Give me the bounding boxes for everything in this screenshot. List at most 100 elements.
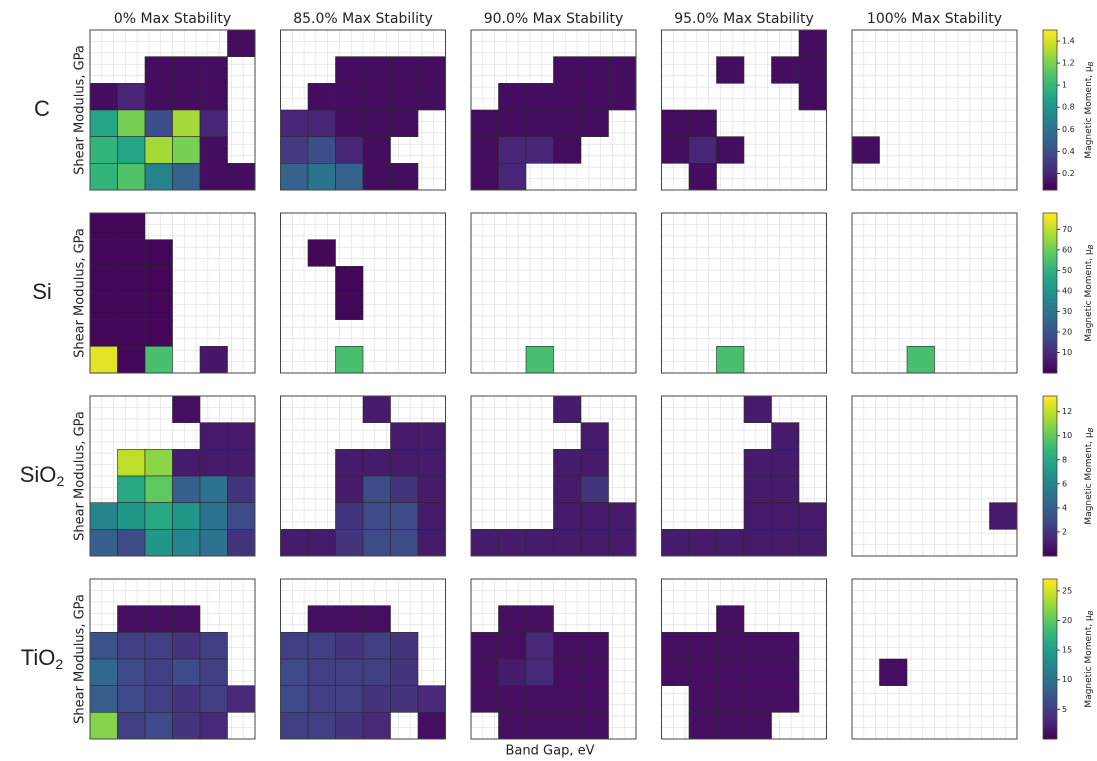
- colorbar-gradient: [1043, 416, 1057, 419]
- row-label: TiO2: [21, 645, 64, 672]
- colorbar-tick-label: 20: [1062, 616, 1072, 625]
- cell: [117, 712, 146, 740]
- cell: [498, 712, 527, 740]
- colorbar-gradient: [1043, 647, 1057, 650]
- colorbar-gradient: [1043, 631, 1057, 634]
- panel-frame: [851, 29, 1018, 191]
- cell: [199, 529, 228, 557]
- panel-frame: [661, 212, 827, 374]
- colorbar-gradient: [1043, 735, 1057, 738]
- colorbar-tick-label: 10: [1062, 431, 1072, 440]
- cell: [553, 136, 582, 164]
- cell: [553, 395, 582, 423]
- colorbar-gradient: [1043, 548, 1057, 551]
- cell: [661, 136, 690, 164]
- colorbar-gradient: [1043, 160, 1057, 163]
- cell: [716, 605, 745, 633]
- colorbar-gradient: [1043, 703, 1057, 706]
- cell: [117, 83, 146, 111]
- cell: [117, 605, 146, 633]
- colorbar-label-subscript: B: [1087, 427, 1095, 432]
- row-label-text: SiO: [20, 462, 57, 487]
- colorbar-gradient: [1043, 522, 1057, 525]
- colorbar-gradient: [1043, 241, 1057, 244]
- colorbar-label-subscript: B: [1087, 610, 1095, 615]
- cell: [89, 319, 118, 347]
- cell: [199, 632, 228, 660]
- cell: [470, 658, 499, 686]
- colorbar-frame: [1042, 578, 1058, 740]
- cell: [743, 712, 772, 740]
- colorbar-gradient: [1043, 140, 1057, 143]
- cell: [172, 658, 201, 686]
- cell: [335, 712, 364, 740]
- cell: [172, 605, 201, 633]
- cell: [771, 449, 800, 477]
- colorbar-gradient: [1043, 279, 1057, 282]
- cell: [227, 475, 256, 503]
- colorbar-gradient: [1043, 597, 1057, 600]
- cell: [470, 632, 499, 660]
- colorbar-gradient: [1043, 450, 1057, 453]
- cell: [525, 605, 554, 633]
- cell: [716, 632, 745, 660]
- colorbar-gradient: [1043, 84, 1057, 87]
- colorbar-gradient: [1043, 679, 1057, 682]
- colorbar-gradient: [1043, 398, 1057, 401]
- cell: [743, 502, 772, 530]
- colorbar-gradient: [1043, 693, 1057, 696]
- cell: [199, 83, 228, 111]
- colorbar-gradient: [1043, 351, 1057, 354]
- cell: [716, 346, 745, 374]
- cell: [144, 109, 173, 137]
- colorbar-gradient: [1043, 343, 1057, 346]
- colorbar-gradient: [1043, 333, 1057, 336]
- colorbar-gradient: [1043, 367, 1057, 370]
- colorbar-gradient: [1043, 544, 1057, 547]
- panel-frame: [280, 212, 446, 374]
- colorbar-gradient: [1043, 649, 1057, 652]
- colorbar-gradient: [1043, 458, 1057, 461]
- colorbar-gradient: [1043, 462, 1057, 465]
- colorbar-gradient: [1043, 454, 1057, 457]
- colorbar-gradient: [1043, 245, 1057, 248]
- colorbar-gradient: [1043, 120, 1057, 123]
- cell: [716, 658, 745, 686]
- colorbar-gradient: [1043, 90, 1057, 93]
- colorbar-gradient: [1043, 579, 1057, 582]
- colorbar-gradient: [1043, 629, 1057, 632]
- colorbar-gradient: [1043, 709, 1057, 712]
- colorbar-gradient: [1043, 213, 1057, 216]
- colorbar-gradient: [1043, 353, 1057, 356]
- cell: [362, 109, 391, 137]
- colorbar-gradient: [1043, 339, 1057, 342]
- column-title: 0% Max Stability: [114, 11, 231, 27]
- cell: [417, 83, 446, 111]
- cell: [580, 658, 609, 686]
- column-title: 95.0% Max Stability: [674, 11, 814, 27]
- colorbar-gradient: [1043, 591, 1057, 594]
- colorbar-gradient: [1043, 727, 1057, 730]
- cell: [117, 212, 146, 240]
- cell: [417, 475, 446, 503]
- cell: [117, 685, 146, 713]
- cell: [553, 632, 582, 660]
- colorbar-gradient: [1043, 62, 1057, 65]
- cell: [117, 658, 146, 686]
- cell: [661, 109, 690, 137]
- cell: [498, 163, 527, 191]
- cell: [172, 529, 201, 557]
- colorbar-gradient: [1043, 295, 1057, 298]
- colorbar-gradient: [1043, 317, 1057, 320]
- cell: [280, 658, 309, 686]
- colorbar-gradient: [1043, 305, 1057, 308]
- colorbar-gradient: [1043, 599, 1057, 602]
- colorbar-gradient: [1043, 128, 1057, 131]
- colorbar-gradient: [1043, 508, 1057, 511]
- cell: [525, 712, 554, 740]
- cell: [661, 529, 690, 557]
- colorbar-gradient: [1043, 361, 1057, 364]
- colorbar-gradient: [1043, 88, 1057, 91]
- cell: [144, 83, 173, 111]
